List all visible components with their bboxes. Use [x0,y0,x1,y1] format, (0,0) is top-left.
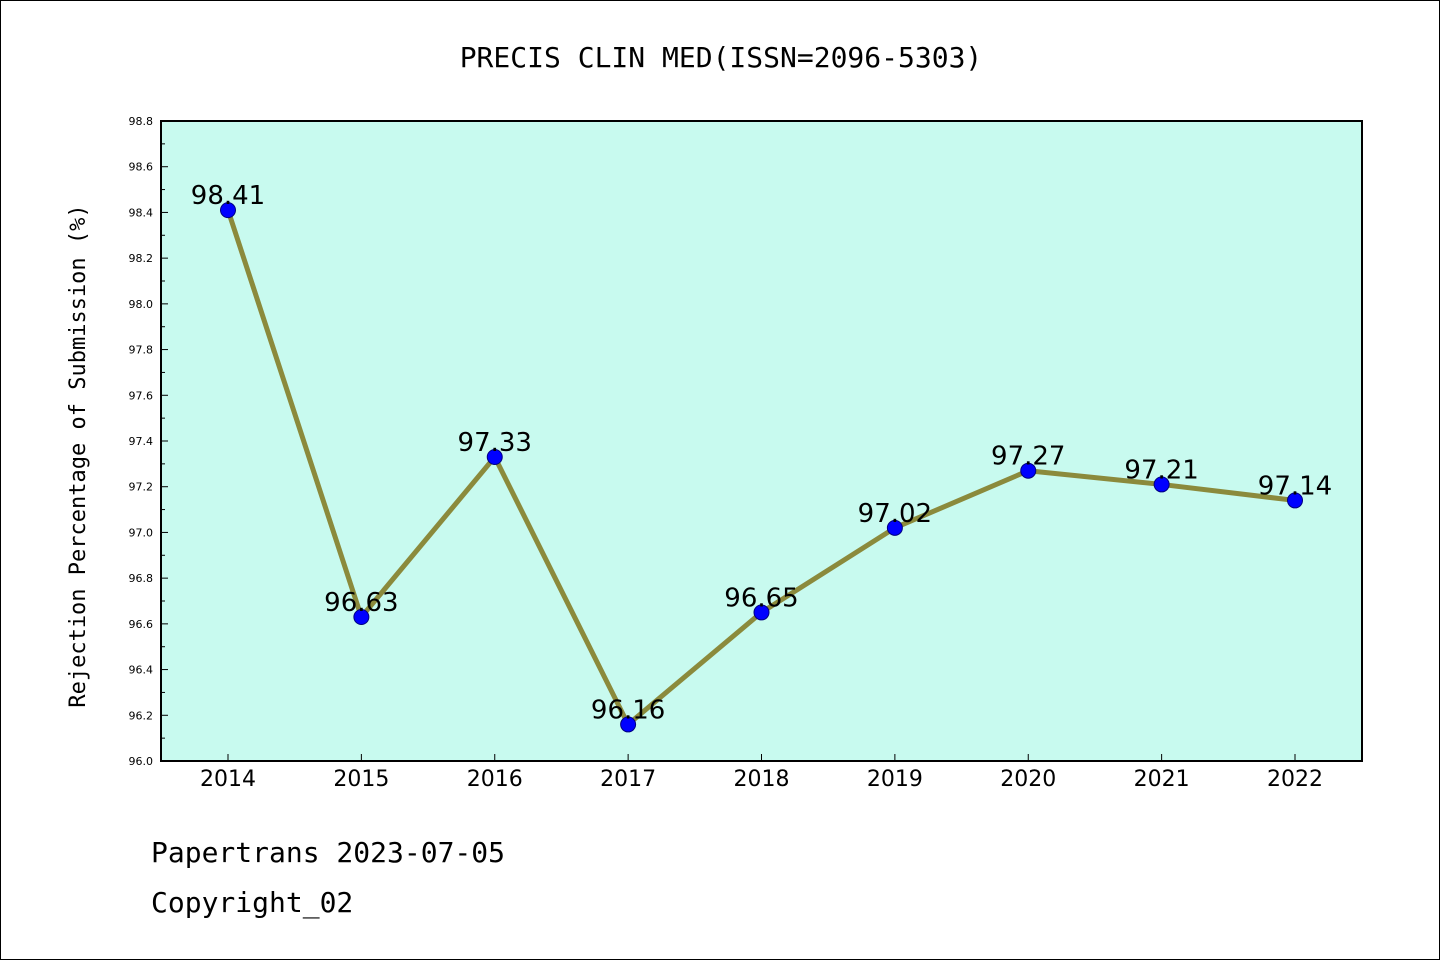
data-label: 96.16 [591,695,665,725]
y-tick-label: 98.0 [129,298,154,311]
x-tick-label: 2017 [600,767,656,792]
data-point [753,604,770,621]
data-point [1153,476,1170,493]
x-tick-label: 2019 [867,767,923,792]
x-tick-label: 2021 [1134,767,1190,792]
y-tick-label: 97.6 [129,389,154,402]
x-tick-label: 2022 [1267,767,1323,792]
x-tick-label: 2018 [734,767,790,792]
data-label: 97.27 [991,442,1065,472]
plot-area [160,120,1363,762]
x-tick-label: 2020 [1000,767,1056,792]
data-point [486,449,503,465]
data-point [353,609,370,625]
y-tick-label: 96.6 [129,618,154,631]
data-label: 98.41 [191,181,265,211]
x-tick-label: 2015 [333,767,389,792]
data-label: 97.14 [1258,471,1332,501]
y-axis: 96.0 96.2 96.4 96.6 96.8 97.0 97.2 97.4 97.6 97.8… [129,115,168,768]
y-tick-label: 97.0 [129,526,154,539]
x-tick-label: 2014 [200,767,256,792]
data-label: 97.02 [858,499,932,529]
y-tick-label: 98.2 [129,252,154,265]
y-tick-label: 98.6 [129,161,154,174]
data-label: 97.33 [458,428,532,458]
y-tick-label: 97.4 [129,435,154,448]
data-label: 96.63 [324,588,398,618]
y-tick-label: 97.8 [129,344,154,357]
x-axis: 2014 2015 2016 2017 2018 2019 2020 2021 2022 [200,754,1323,792]
y-tick-label: 96.8 [129,572,154,585]
y-axis-label: Rejection Percentage of Submission (%) [66,204,91,707]
data-label: 96.65 [724,583,798,613]
data-label: 97.21 [1124,455,1198,485]
data-point [1020,462,1037,479]
data-point [620,716,637,733]
y-tick-label: 98.8 [129,115,154,128]
x-tick-label: 2016 [467,767,523,792]
footer-date-text: Papertrans 2023-07-05 [151,836,506,869]
y-tick-label: 96.2 [129,709,154,722]
y-tick-label: 98.4 [129,206,154,219]
y-tick-label: 97.2 [129,481,154,494]
data-labels: 98.41 96.63 97.33 96.16 96.65 97.02 97.27 97.21… [191,181,1332,725]
data-points [220,202,1303,733]
y-tick-label: 96.4 [129,664,154,677]
footer-copyright-text: Copyright_02 [151,886,354,919]
chart-title: PRECIS CLIN MED(ISSN=2096-5303) [460,41,983,74]
y-tick-label: 96.0 [129,755,154,768]
data-point [220,202,236,219]
data-point [1287,492,1303,509]
data-point [886,519,903,536]
